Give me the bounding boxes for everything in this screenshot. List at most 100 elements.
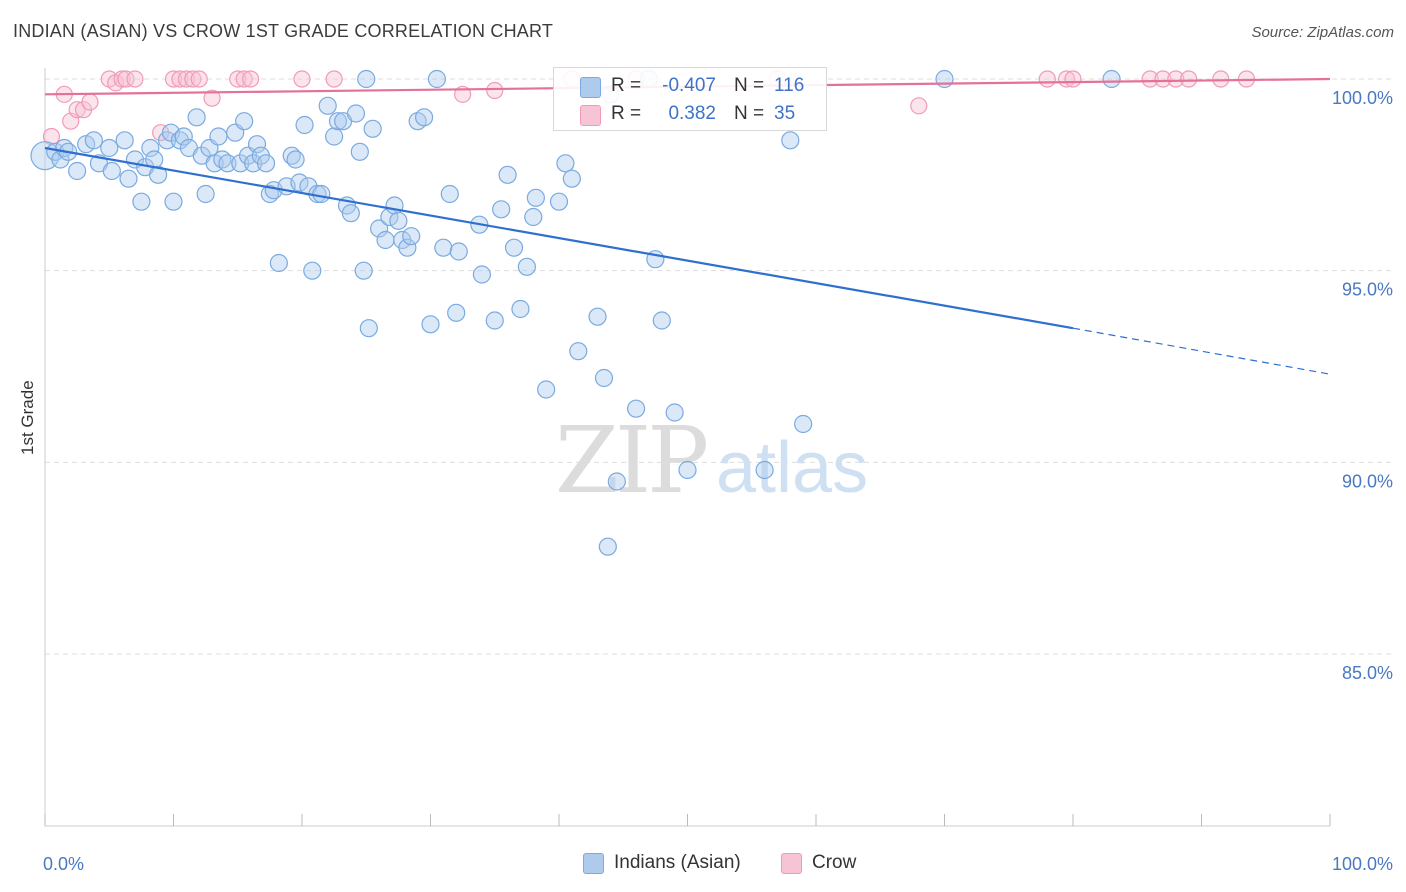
- legend-label-indians: Indians (Asian): [614, 852, 741, 873]
- indian-point: [556, 154, 575, 173]
- indian-point: [1102, 69, 1121, 89]
- indian-point: [269, 253, 288, 273]
- indian-point: [626, 399, 646, 418]
- indian-point: [935, 69, 954, 89]
- indian-point: [537, 380, 556, 399]
- crow-point: [1167, 70, 1185, 88]
- indian-point: [678, 460, 697, 480]
- indian-point: [485, 311, 504, 330]
- crow-point: [68, 101, 86, 119]
- legend-swatch-blue: [580, 77, 601, 98]
- crow-point: [1180, 70, 1198, 88]
- indian-point: [517, 257, 536, 276]
- indian-point: [187, 108, 206, 127]
- legend-row-indians: R = -0.407 N = 116: [554, 73, 826, 101]
- y-tick-label: 85.0%: [1342, 663, 1393, 683]
- legend-r-value: -0.407: [662, 75, 716, 96]
- legend-n-label: N =: [734, 103, 765, 124]
- indian-point: [350, 142, 369, 161]
- crow-point: [164, 70, 183, 88]
- indian-point: [357, 69, 376, 89]
- legend-swatch-blue: [583, 853, 604, 874]
- legend-n-label: N =: [734, 75, 765, 96]
- crow-point: [293, 70, 311, 88]
- indian-point: [794, 414, 813, 434]
- crow-point: [1141, 70, 1159, 88]
- crow-point: [1212, 70, 1230, 88]
- indian-point: [588, 307, 607, 326]
- crow-point: [1154, 70, 1172, 88]
- indian-point: [363, 119, 382, 138]
- indian-point: [665, 403, 684, 422]
- crow-point: [203, 89, 221, 107]
- indian-point: [164, 192, 183, 211]
- x-tick-label: 0.0%: [43, 854, 84, 874]
- indian-point: [440, 184, 459, 204]
- indian-point: [209, 127, 228, 146]
- indian-point: [115, 131, 134, 150]
- series-legend: Indians (Asian) Crow: [0, 851, 1406, 879]
- indian-point: [196, 184, 215, 204]
- indian-point: [385, 196, 404, 215]
- legend-r-label: R =: [611, 75, 642, 96]
- crow-point: [177, 70, 195, 88]
- crow-point: [486, 81, 504, 100]
- indian-point: [100, 138, 119, 158]
- indian-point: [598, 537, 617, 556]
- stats-legend: R = -0.407 N = 116 R = 0.382 N = 35: [553, 67, 827, 131]
- indian-point: [235, 112, 254, 131]
- chart-title: INDIAN (ASIAN) VS CROW 1ST GRADE CORRELA…: [13, 21, 554, 41]
- crow-point: [171, 70, 189, 88]
- crow-point: [1038, 70, 1056, 88]
- indian-point: [447, 303, 466, 322]
- legend-r-value: 0.382: [668, 103, 716, 124]
- watermark-atlas: atlas: [716, 428, 868, 508]
- indian-point: [290, 173, 309, 192]
- indian-point: [472, 265, 491, 284]
- crow-point: [117, 70, 135, 88]
- indian-point: [141, 138, 160, 158]
- indian-point: [218, 154, 237, 173]
- indian-point: [607, 472, 626, 491]
- indian-point: [174, 127, 193, 146]
- indian-point: [498, 165, 517, 184]
- indian-point: [68, 161, 87, 181]
- indian-point: [148, 165, 168, 184]
- indian-trend-line: [44, 146, 1074, 330]
- indian-point: [504, 238, 524, 257]
- indian-point: [354, 261, 373, 280]
- watermark-zip: ZIP: [555, 407, 706, 514]
- indian-point: [526, 188, 545, 207]
- indian-point: [244, 154, 263, 173]
- indian-point: [359, 319, 378, 338]
- indian-point: [755, 460, 774, 480]
- y-tick-label: 95.0%: [1342, 280, 1393, 300]
- crow-point: [126, 70, 144, 88]
- x-tick-label: 100.0%: [1332, 854, 1393, 874]
- indian-point: [102, 161, 121, 181]
- indian-point: [549, 192, 569, 211]
- indian-point: [231, 154, 250, 173]
- crow-point: [242, 70, 260, 88]
- indian-point: [402, 227, 421, 246]
- indian-trend-extension: [1072, 327, 1331, 375]
- y-tick-label: 100.0%: [1332, 88, 1393, 108]
- indian-point: [421, 315, 440, 334]
- crow-point: [190, 70, 208, 88]
- indian-point: [398, 238, 417, 257]
- indian-point: [328, 112, 348, 131]
- legend-swatch-pink: [580, 105, 601, 126]
- legend-label-crow: Crow: [812, 852, 857, 873]
- indian-point: [427, 69, 447, 89]
- crow-point: [152, 124, 170, 142]
- indian-point: [318, 96, 337, 115]
- indian-point: [781, 131, 800, 150]
- crow-point: [184, 70, 202, 88]
- indian-point: [256, 154, 276, 173]
- y-tick-label: 90.0%: [1342, 471, 1393, 491]
- indian-point: [286, 150, 305, 169]
- indian-point: [434, 238, 453, 257]
- indian-point: [295, 115, 314, 135]
- crow-point: [910, 97, 928, 115]
